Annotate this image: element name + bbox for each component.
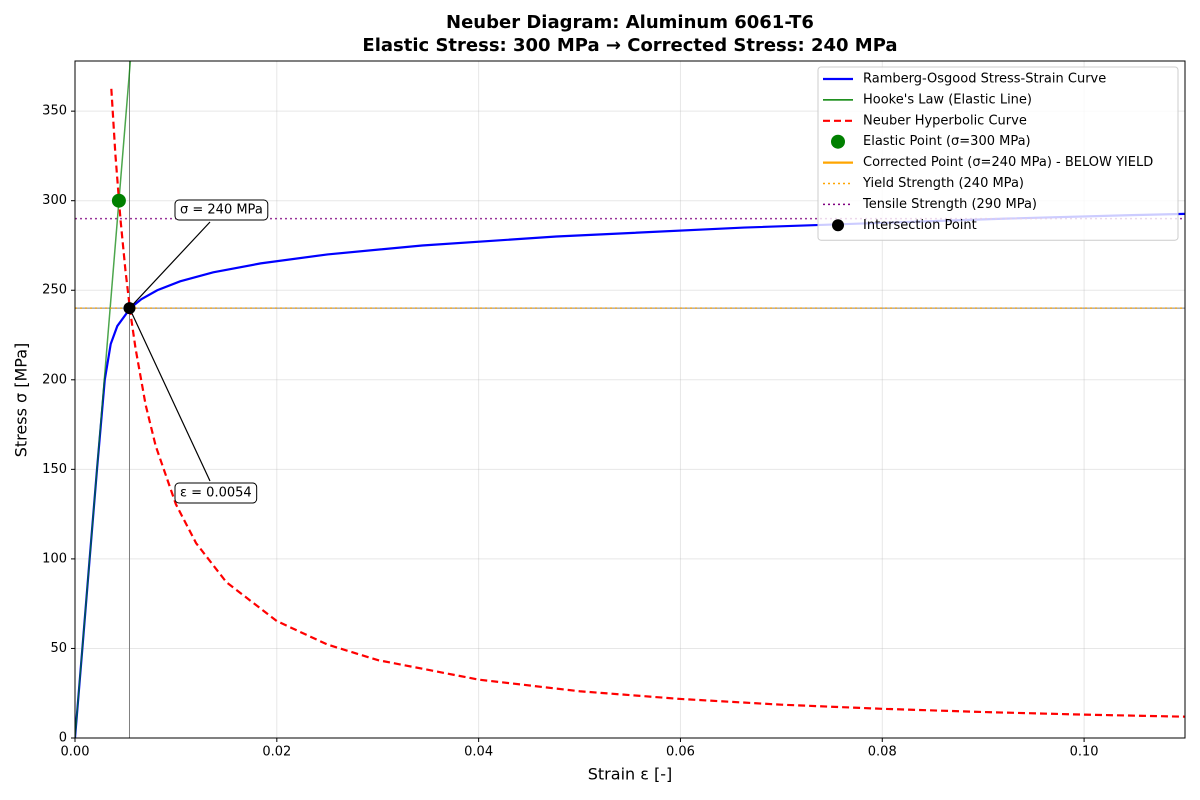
- legend-marker: [831, 134, 845, 149]
- y-tick-label: 350: [42, 104, 67, 119]
- point-marker: [123, 302, 136, 315]
- y-tick-label: 100: [42, 551, 67, 566]
- legend-label: Yield Strength (240 MPa): [862, 176, 1024, 191]
- series-line: [110, 88, 1185, 718]
- annotations: σ = 240 MPa ε = 0.0054: [128, 199, 269, 504]
- legend-label: Hooke's Law (Elastic Line): [863, 92, 1032, 107]
- series-line: [75, 212, 1185, 738]
- x-tick-label: 0.00: [61, 745, 90, 760]
- chart-subtitle: Elastic Stress: 300 MPa → Corrected Stre…: [362, 35, 897, 56]
- series-line: [75, 61, 132, 738]
- x-tick-label: 0.06: [666, 745, 695, 760]
- chart-title: Neuber Diagram: Aluminum 6061-T6: [446, 12, 814, 33]
- annotation-box: [174, 482, 258, 504]
- axes: 0.00 0.02 0.04 0.06 0.08 0.10 0 50 100 150 200 250 3…: [42, 104, 1098, 760]
- x-tick-label: 0.04: [464, 745, 493, 760]
- legend-label: Elastic Point (σ=300 MPa): [863, 134, 1031, 149]
- legend-marker: [832, 219, 844, 232]
- legend-label: Neuber Hyperbolic Curve: [863, 113, 1027, 128]
- plot-frame: [74, 60, 1186, 739]
- annotation-text: ε = 0.0054: [180, 486, 252, 501]
- annotation-text: σ = 240 MPa: [180, 203, 263, 218]
- x-tick-label: 0.02: [262, 745, 291, 760]
- annotation-arrow: [128, 307, 211, 482]
- x-axis-label: Strain ε [-]: [588, 765, 672, 784]
- legend-label: Tensile Strength (290 MPa): [862, 197, 1037, 212]
- y-tick-label: 300: [42, 193, 67, 208]
- y-axis-label: Stress σ [MPa]: [12, 343, 31, 458]
- y-tick-label: 0: [59, 731, 67, 746]
- legend-box: [817, 66, 1179, 241]
- legend: Ramberg-Osgood Stress-Strain Curve Hooke'…: [817, 66, 1179, 241]
- y-tick-label: 150: [42, 462, 67, 477]
- legend-label: Corrected Point (σ=240 MPa) - BELOW YIEL…: [863, 155, 1153, 170]
- y-tick-label: 200: [42, 372, 67, 387]
- annotation-box: [174, 199, 269, 221]
- annotation-arrow: [129, 221, 211, 309]
- x-tick-label: 0.08: [868, 745, 897, 760]
- y-tick-label: 50: [50, 641, 67, 656]
- legend-label: Ramberg-Osgood Stress-Strain Curve: [863, 72, 1106, 87]
- x-tick-label: 0.10: [1070, 745, 1099, 760]
- legend-label: Intersection Point: [863, 218, 977, 233]
- y-tick-label: 250: [42, 283, 67, 298]
- point-marker: [111, 193, 126, 208]
